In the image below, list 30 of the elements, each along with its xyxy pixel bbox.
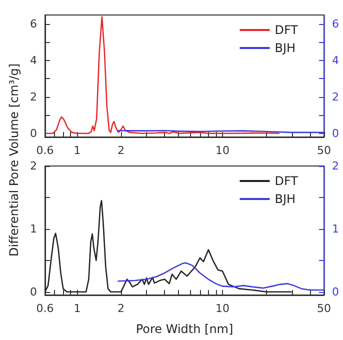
y2-tick-label: 2 <box>332 160 339 172</box>
legend-label: BJH <box>274 41 296 55</box>
y-tick-label: 4 <box>30 54 37 68</box>
y-tick-label: 6 <box>30 18 37 31</box>
x-tick-label: 50 <box>317 302 331 315</box>
legend-label: DFT <box>274 23 299 37</box>
y-axis-title: Differential Pore Volume [cm³/g] <box>7 63 21 257</box>
x-tick-label: 1 <box>74 302 81 315</box>
x-tick-label: 50 <box>317 144 331 157</box>
y2-tick-label: 1 <box>332 222 339 236</box>
x-tick-label: 2 <box>117 144 124 157</box>
x-tick-label: 2 <box>117 302 124 315</box>
x-tick-label: 0.6 <box>36 144 54 157</box>
y2-tick-label: 0 <box>332 285 339 298</box>
x-tick-label: 0.6 <box>36 302 54 315</box>
y-tick-label: 0 <box>30 285 37 298</box>
x-tick-label: 1 <box>74 144 81 157</box>
x-tick-label: 10 <box>215 302 230 315</box>
x-tick-label: 10 <box>215 144 230 157</box>
y-tick-label: 1 <box>30 222 37 236</box>
x-axis-title: Pore Width [nm] <box>136 322 234 336</box>
y2-tick-label: 4 <box>332 54 339 68</box>
y2-tick-label: 2 <box>332 90 339 104</box>
legend-label: BJH <box>274 192 296 206</box>
y2-tick-label: 0 <box>332 126 339 140</box>
y-tick-label: 2 <box>30 90 37 104</box>
y-tick-label: 2 <box>30 160 37 172</box>
y2-tick-label: 6 <box>332 18 339 31</box>
y-tick-label: 0 <box>30 126 37 140</box>
legend-label: DFT <box>274 174 299 188</box>
